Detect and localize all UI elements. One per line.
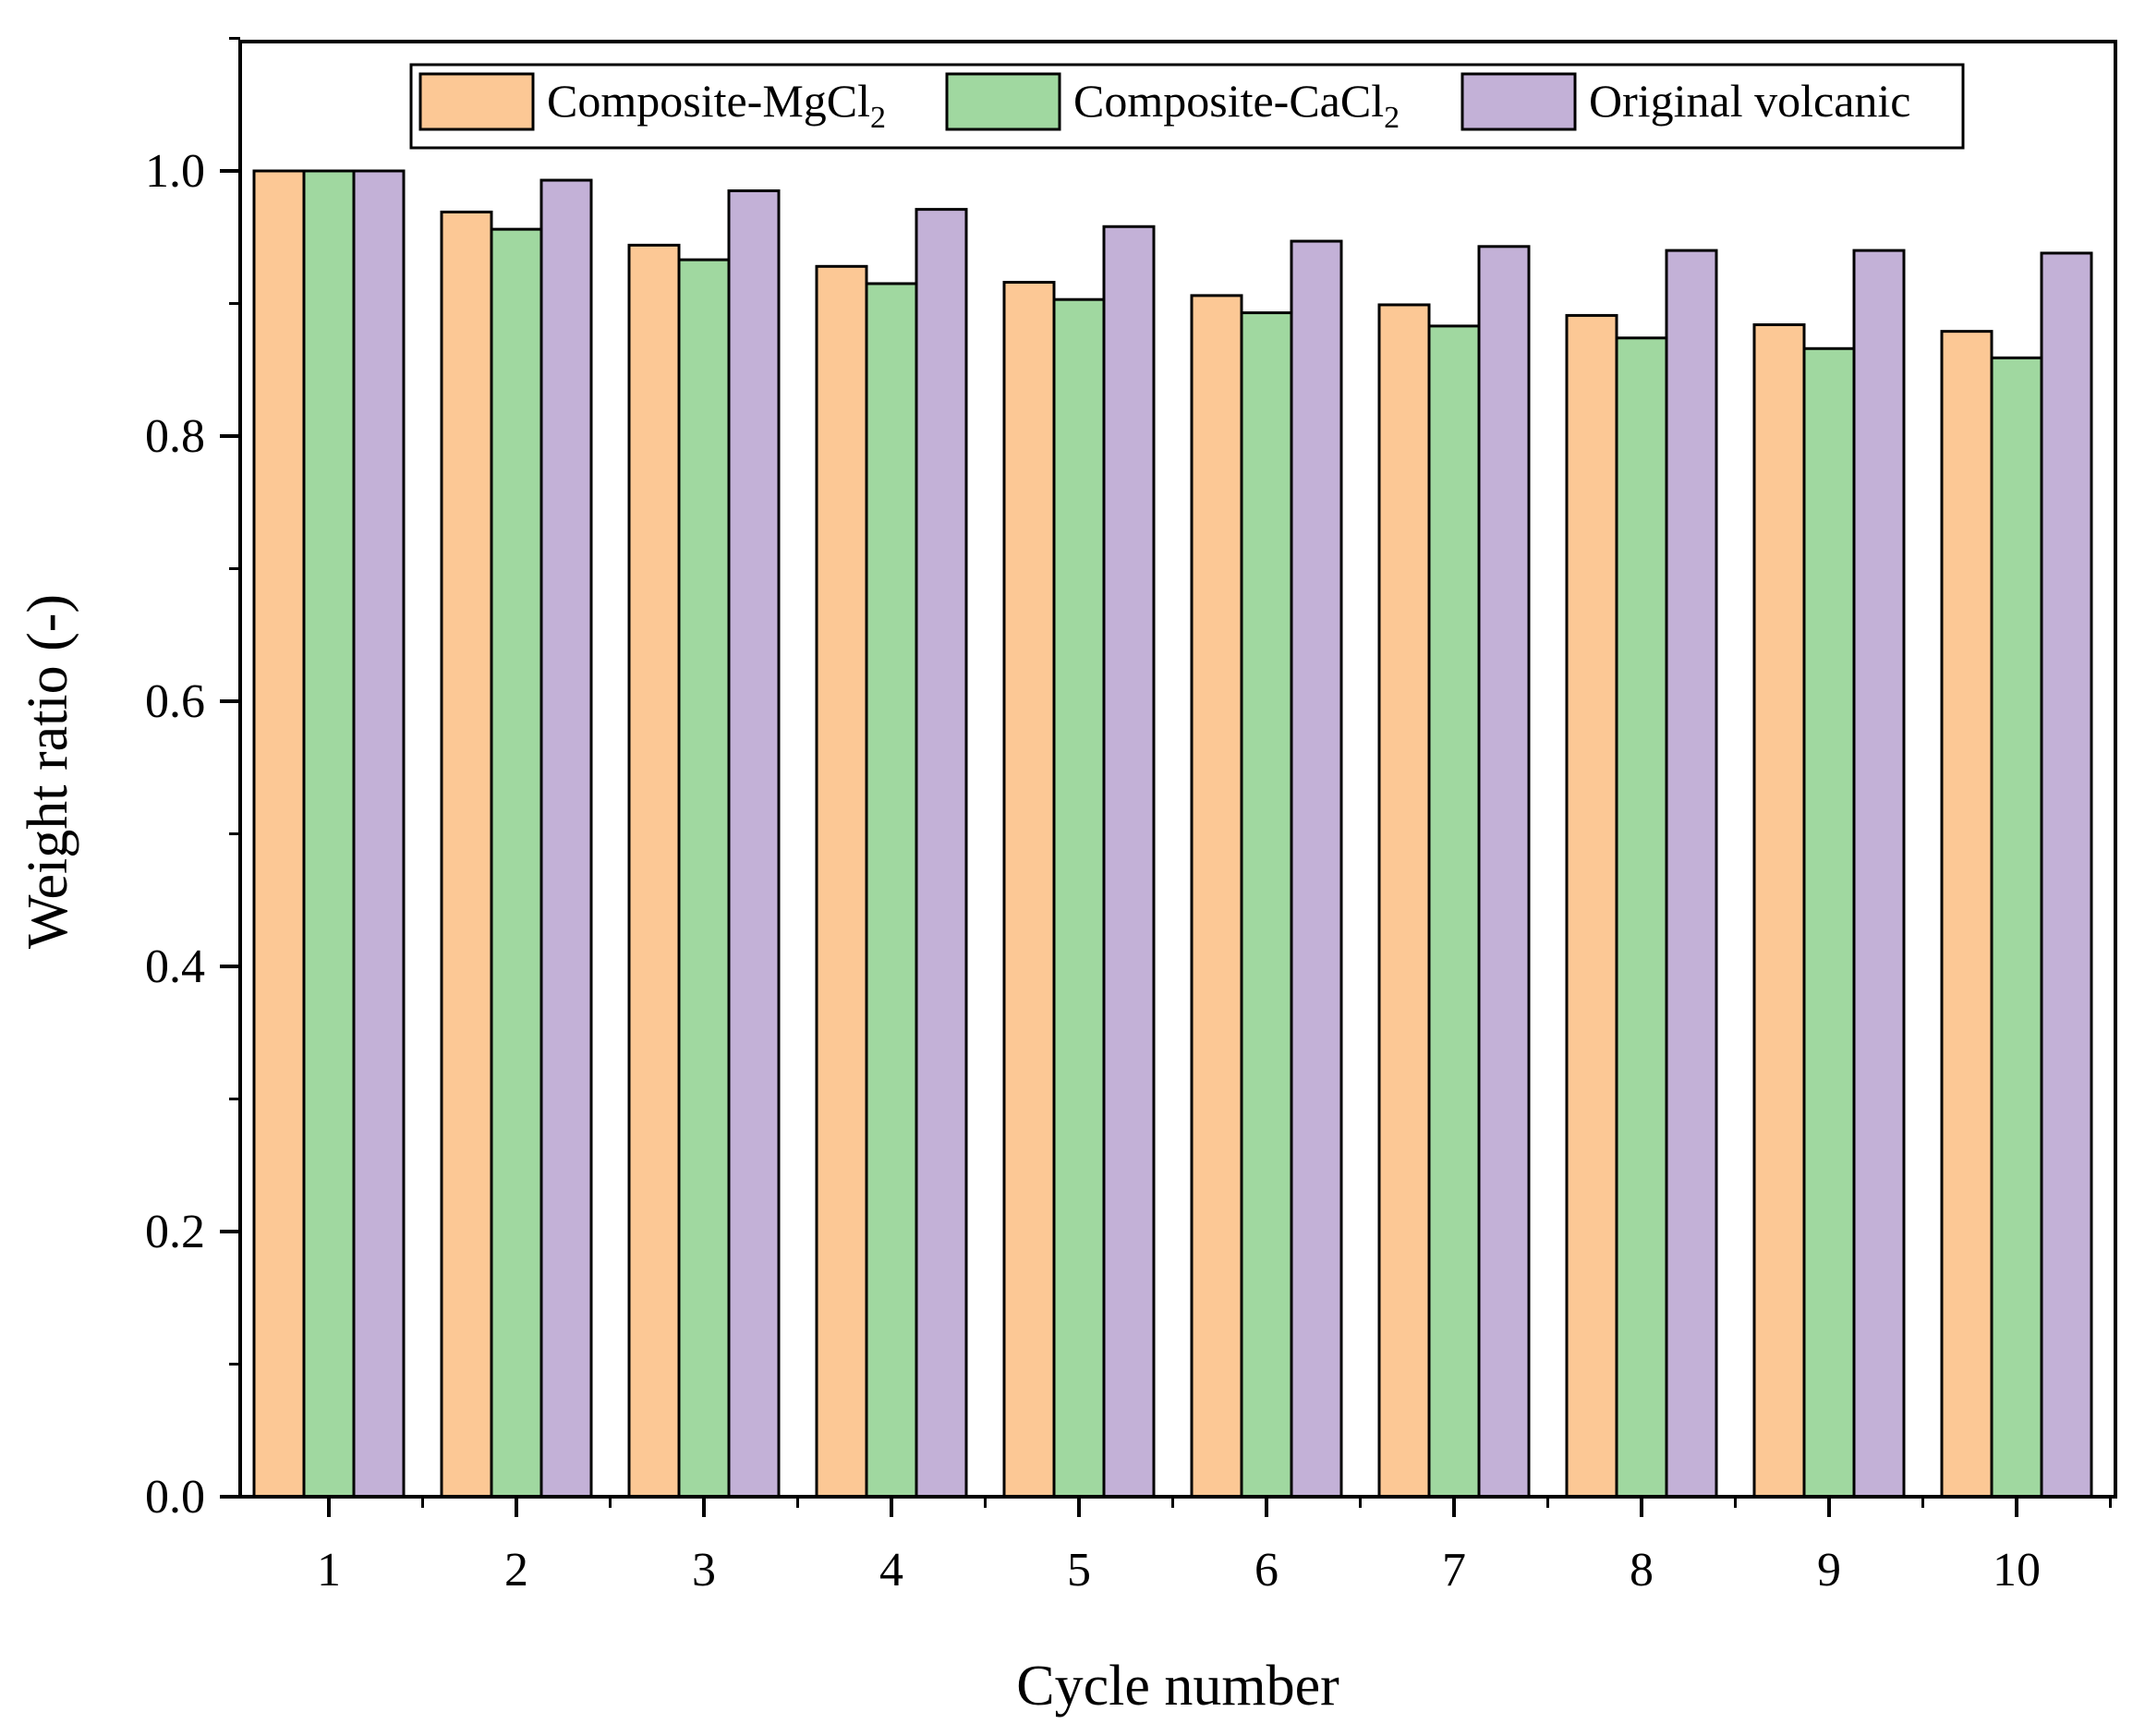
legend: Composite-MgCl2 Composite-CaCl2 Original v…	[409, 63, 1965, 150]
y-tick-label: 0.4	[145, 941, 205, 993]
bar-composite-mgcl-cycle-3	[627, 243, 681, 1499]
x-tick-label: 6	[1254, 1544, 1279, 1596]
bar-composite-mgcl-cycle-2	[440, 210, 493, 1499]
x-tick-label: 1	[317, 1544, 341, 1596]
x-axis-title: Cycle number	[1016, 1655, 1339, 1718]
legend-label: Composite-CaCl2	[1073, 75, 1400, 135]
bar-original-volcanic-cycle-10	[2040, 251, 2093, 1499]
x-tick-label: 10	[1993, 1544, 2041, 1596]
y-tick-label: 0.2	[145, 1206, 205, 1258]
x-tick-label: 3	[692, 1544, 716, 1596]
bar-composite-mgcl-cycle-7	[1377, 303, 1431, 1499]
legend-label: Original volcanic	[1589, 75, 1911, 127]
x-tick-label: 9	[1817, 1544, 1841, 1596]
bar-composite-cacl-cycle-8	[1615, 336, 1668, 1499]
legend-swatch	[945, 72, 1061, 131]
y-tick-label: 0.0	[145, 1471, 205, 1524]
bar-composite-cacl-cycle-1	[302, 169, 356, 1499]
bar-original-volcanic-cycle-9	[1852, 249, 1906, 1499]
y-tick-label: 0.6	[145, 675, 205, 728]
bar-composite-cacl-cycle-7	[1427, 324, 1481, 1499]
plot-frame	[238, 40, 2117, 1499]
bar-original-volcanic-cycle-4	[915, 208, 968, 1499]
bar-composite-mgcl-cycle-10	[1940, 330, 1994, 1499]
bar-original-volcanic-cycle-6	[1290, 239, 1343, 1499]
bar-composite-mgcl-cycle-6	[1190, 294, 1243, 1499]
legend-label-subscript: 2	[870, 101, 886, 135]
bar-original-volcanic-cycle-5	[1102, 225, 1156, 1499]
bar-original-volcanic-cycle-3	[727, 189, 781, 1499]
bar-composite-mgcl-cycle-4	[815, 264, 868, 1499]
bar-composite-cacl-cycle-10	[1990, 356, 2043, 1499]
bar-composite-cacl-cycle-3	[677, 258, 731, 1499]
x-tick-label: 8	[1630, 1544, 1654, 1596]
bar-composite-mgcl-cycle-8	[1565, 313, 1618, 1499]
x-tick-label: 4	[879, 1544, 903, 1596]
legend-box	[409, 63, 1965, 150]
bar-composite-cacl-cycle-4	[865, 282, 918, 1499]
legend-swatch	[1460, 72, 1577, 131]
legend-label-subscript: 2	[1384, 101, 1400, 135]
x-tick-label: 5	[1067, 1544, 1091, 1596]
bar-composite-cacl-cycle-5	[1052, 297, 1106, 1499]
ticks-layer: 0.0 0.2 0.4 0.6 0.8 1.0 1 2 3 4 5 6 7 8 9 10	[145, 37, 2112, 1596]
bar-composite-mgcl-cycle-1	[252, 169, 306, 1499]
y-tick-label: 1.0	[145, 145, 205, 198]
bar-composite-cacl-cycle-2	[490, 227, 543, 1499]
legend-swatch	[418, 72, 535, 131]
legend-label: Composite-MgCl2	[547, 75, 886, 135]
bar-original-volcanic-cycle-8	[1665, 249, 1718, 1499]
bar-original-volcanic-cycle-1	[352, 169, 406, 1499]
x-tick-label: 7	[1442, 1544, 1466, 1596]
bar-original-volcanic-cycle-7	[1477, 245, 1531, 1499]
bar-composite-cacl-cycle-9	[1802, 346, 1856, 1499]
bar-composite-mgcl-cycle-5	[1002, 281, 1056, 1499]
x-tick-label: 2	[504, 1544, 528, 1596]
bar-original-volcanic-cycle-2	[539, 178, 593, 1499]
bars-layer	[252, 169, 2093, 1499]
bar-composite-cacl-cycle-6	[1240, 311, 1293, 1499]
y-tick-label: 0.8	[145, 410, 205, 463]
y-axis-title: Weight ratio (-)	[17, 594, 79, 949]
bar-composite-mgcl-cycle-9	[1752, 322, 1806, 1499]
